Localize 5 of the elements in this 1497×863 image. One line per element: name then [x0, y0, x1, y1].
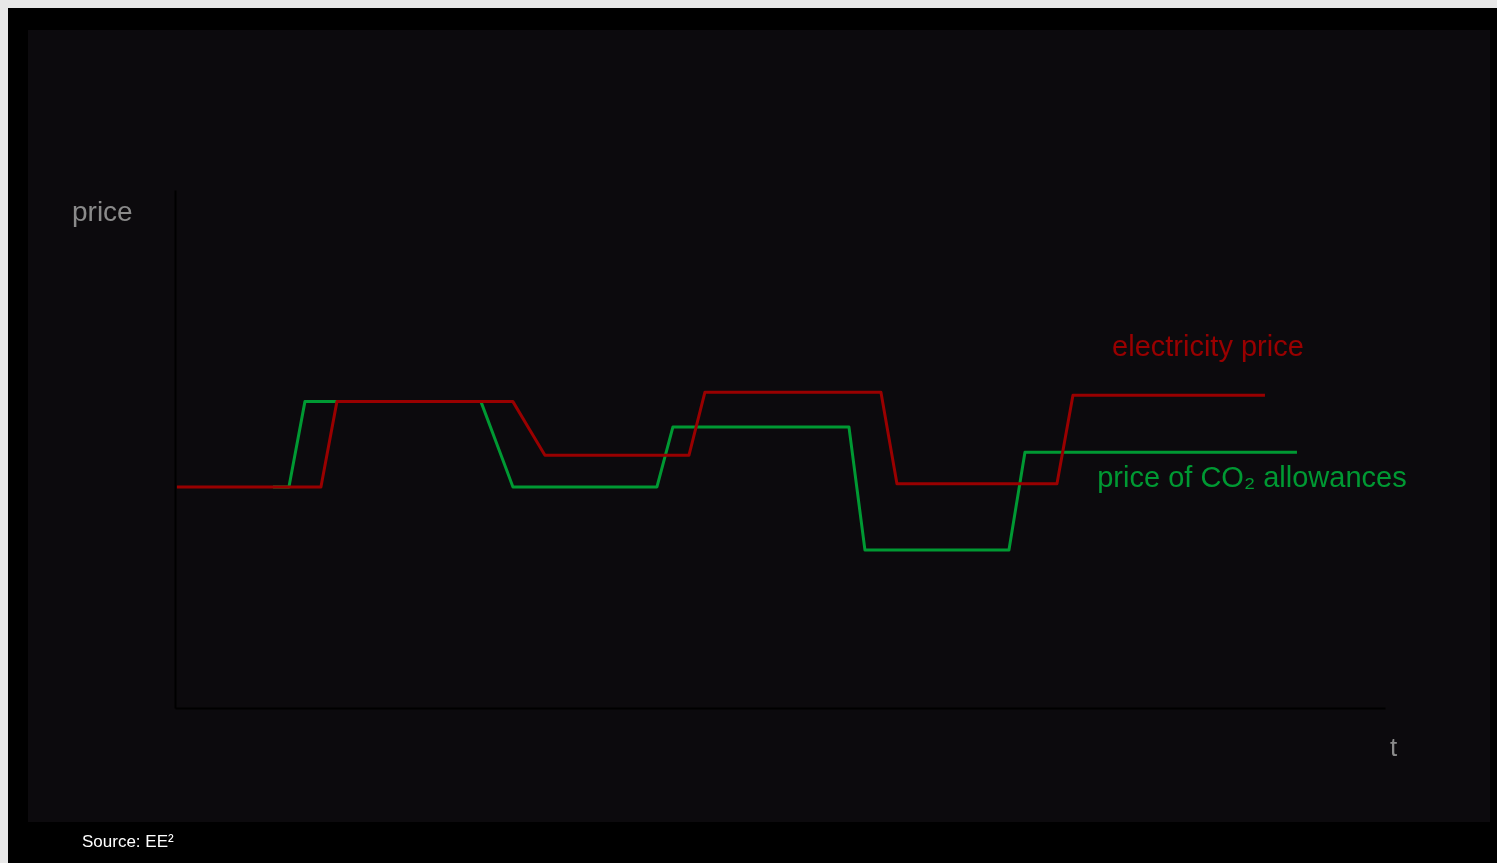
text: price — [72, 196, 133, 228]
x-axis-title: t — [1389, 731, 1398, 762]
series-label: electricity price — [1112, 330, 1304, 363]
series-label: price of CO₂ allowances — [1097, 461, 1407, 494]
source-note: Source: EE² — [82, 832, 174, 852]
